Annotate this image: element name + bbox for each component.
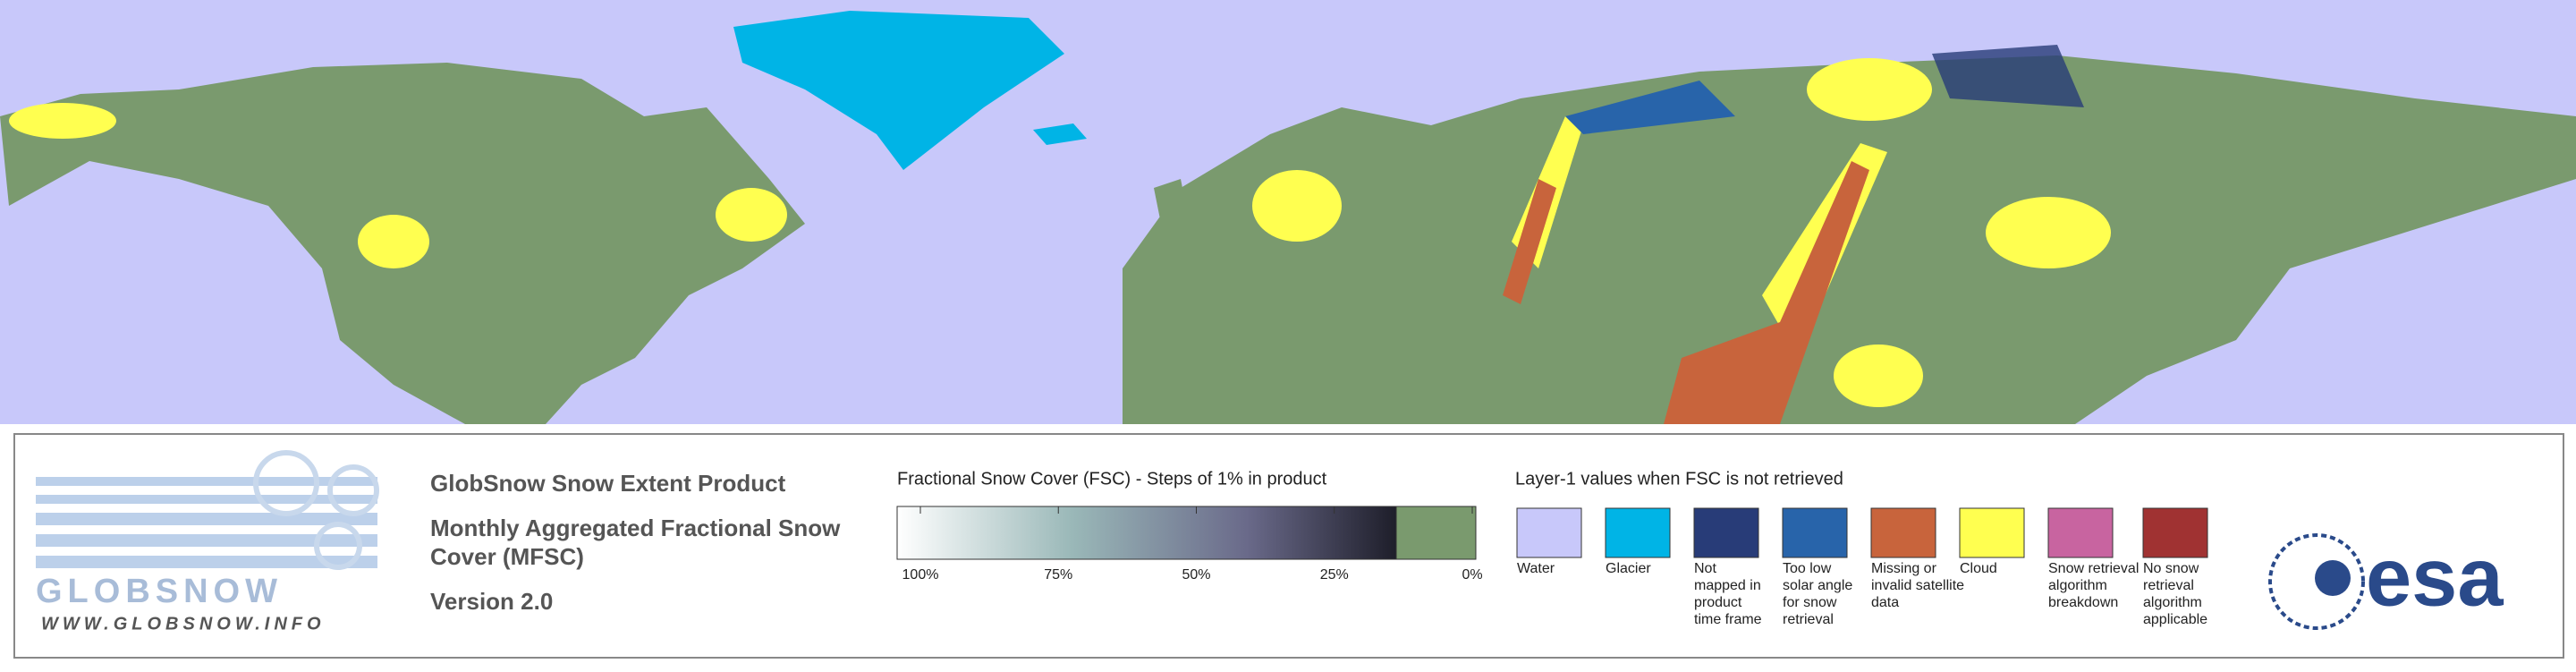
esa-wordmark: esa xyxy=(2366,532,2504,623)
cloud xyxy=(358,215,429,268)
esa-emblem-core xyxy=(2315,560,2351,596)
product-version: Version 2.0 xyxy=(430,588,553,615)
legend-label: Snow retrieval xyxy=(2048,561,2139,576)
cloud xyxy=(1986,197,2111,268)
esa-logo: esa xyxy=(2268,532,2504,630)
legend-swatch xyxy=(2142,507,2208,558)
legend-swatch xyxy=(1959,507,2025,558)
fsc-tick-label: 25% xyxy=(1320,567,1349,583)
greenland xyxy=(733,11,1064,170)
product-subtitle: Monthly Aggregated Fractional Snow xyxy=(430,515,841,541)
legend-label: applicable xyxy=(2143,612,2207,627)
fsc-ticks: 100% 75% 50% 25% 0% xyxy=(902,506,1483,583)
fsc-tick-label: 0% xyxy=(1462,567,1482,583)
snowflake xyxy=(253,450,319,516)
legend-label: retrieval xyxy=(2143,578,2194,593)
legend-label: No snow xyxy=(2143,561,2199,576)
legend-label: algorithm xyxy=(2143,595,2202,610)
esa-emblem xyxy=(2268,533,2365,630)
logo-bar xyxy=(36,534,377,547)
fsc-legend-title: Fractional Snow Cover (FSC) - Steps of 1… xyxy=(897,469,1327,489)
legend-label: breakdown xyxy=(2048,595,2118,610)
layer1-legend-title: Layer-1 values when FSC is not retrieved xyxy=(1515,469,1843,489)
legend-swatch xyxy=(2047,507,2114,558)
legend-label: invalid satellite xyxy=(1871,578,1964,593)
cloud xyxy=(1807,58,1932,121)
logo-bar xyxy=(36,556,377,568)
iceland xyxy=(1033,123,1087,145)
product-subtitle: Cover (MFSC) xyxy=(430,543,584,570)
logo-bar xyxy=(36,477,377,486)
legend-label: Not xyxy=(1694,561,1716,576)
missing-data xyxy=(1664,161,1869,424)
product-title: GlobSnow Snow Extent Product xyxy=(430,470,786,497)
legend-label: algorithm xyxy=(2048,578,2107,593)
fsc-tick-label: 75% xyxy=(1044,567,1072,583)
legend-label: solar angle xyxy=(1783,578,1852,593)
legend-label: Too low xyxy=(1783,561,1832,576)
legend-swatch xyxy=(1693,507,1759,558)
legend-label: Cloud xyxy=(1960,561,1997,576)
logo-wordmark: GLOBSNOW xyxy=(36,573,283,610)
logo-url: WWW.GLOBSNOW.INFO xyxy=(41,614,326,634)
cloud xyxy=(9,103,116,139)
fsc-tick-label: 50% xyxy=(1182,567,1210,583)
snowflake xyxy=(314,522,362,570)
legend-label: data xyxy=(1871,595,1899,610)
globsnow-logo: GLOBSNOW WWW.GLOBSNOW.INFO xyxy=(36,450,379,634)
fsc-zero-swatch xyxy=(1395,506,1477,560)
map xyxy=(0,0,2576,424)
legend-label: retrieval xyxy=(1783,612,1834,627)
fsc-tick-label: 100% xyxy=(902,567,939,583)
legend-swatch xyxy=(1605,507,1671,558)
legend-label: for snow xyxy=(1783,595,1837,610)
legend-label: Water xyxy=(1517,561,1555,576)
cloud xyxy=(1252,170,1342,242)
legend-swatch xyxy=(1516,507,1582,558)
logo-bar xyxy=(36,495,377,504)
cloud xyxy=(1834,345,1923,407)
missing-data xyxy=(1503,179,1556,304)
legend-label: Glacier xyxy=(1606,561,1651,576)
legend-label: product xyxy=(1694,595,1742,610)
legend-label: Missing or xyxy=(1871,561,1937,576)
fsc-gradient xyxy=(896,506,1397,560)
legend-swatch xyxy=(1870,507,1936,558)
legend-swatch xyxy=(1782,507,1848,558)
uk xyxy=(1154,179,1190,233)
logo-bar xyxy=(36,513,377,525)
eurasia xyxy=(1123,55,2576,424)
cloud xyxy=(716,188,787,242)
layer1-items: Water Glacier Not mapped in product time fram… xyxy=(1516,507,2208,627)
too-low-solar xyxy=(1565,81,1735,134)
legend-label: mapped in xyxy=(1694,578,1761,593)
not-mapped xyxy=(1932,45,2084,107)
legend-label: time frame xyxy=(1694,612,1762,627)
snowflake xyxy=(327,464,379,516)
